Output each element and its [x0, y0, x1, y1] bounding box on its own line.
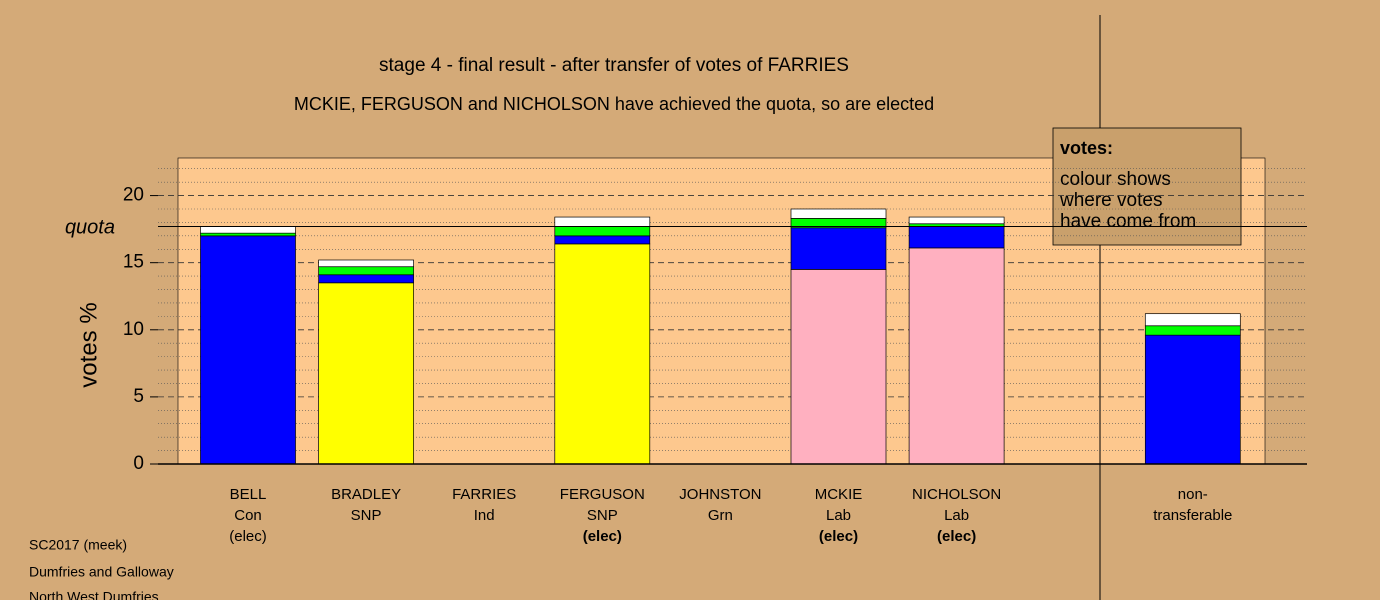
- x-tick-label: transferable: [1153, 507, 1232, 524]
- footer-text: North West Dumfries: [29, 589, 159, 600]
- bar-segment: [318, 274, 414, 284]
- legend-text: have come from: [1060, 211, 1196, 232]
- bar-segment: [1144, 325, 1241, 336]
- y-tick-label: 15: [123, 252, 144, 273]
- bar-segment: [1144, 313, 1241, 327]
- footer-text: SC2017 (meek): [29, 537, 127, 553]
- x-tick-label: Ind: [474, 507, 495, 524]
- bar-segment: [554, 216, 651, 227]
- y-tick-label: 0: [133, 453, 144, 474]
- chart-title: stage 4 - final result - after transfer …: [379, 55, 849, 76]
- bar-segment: [554, 226, 651, 237]
- x-tick-label: non-: [1178, 486, 1208, 503]
- x-tick-label: (elec): [937, 528, 976, 545]
- x-tick-label: FARRIES: [452, 486, 516, 503]
- bar-segment: [200, 226, 296, 234]
- bar-segment: [908, 216, 1005, 225]
- bar-segment: [318, 259, 414, 268]
- x-tick-label: SNP: [351, 507, 382, 524]
- footer-text: Dumfries and Galloway: [29, 564, 174, 580]
- bar-segment: [318, 282, 414, 465]
- x-tick-label: SNP: [587, 507, 618, 524]
- bar-segment: [908, 247, 1005, 465]
- bar-segment: [790, 227, 887, 270]
- x-tick-label: FERGUSON: [560, 486, 645, 503]
- legend-text: colour shows: [1060, 169, 1171, 190]
- bar-segment: [790, 208, 887, 219]
- x-tick-label: Grn: [708, 507, 733, 524]
- x-tick-label: (elec): [819, 528, 858, 545]
- x-tick-label: Lab: [944, 507, 969, 524]
- x-tick-label: Con: [234, 507, 262, 524]
- chart-subtitle: MCKIE, FERGUSON and NICHOLSON have achie…: [294, 94, 934, 114]
- legend-title: votes:: [1060, 138, 1113, 158]
- x-tick-label: MCKIE: [815, 486, 863, 503]
- bar-segment: [200, 232, 296, 237]
- x-tick-label: NICHOLSON: [912, 486, 1001, 503]
- y-axis-label: votes %: [75, 302, 102, 387]
- bar-segment: [1144, 334, 1241, 465]
- bar-segment: [318, 266, 414, 276]
- bar-segment: [908, 226, 1005, 249]
- bar-segment: [200, 235, 296, 465]
- x-tick-label: (elec): [229, 528, 267, 545]
- x-tick-label: (elec): [583, 528, 622, 545]
- y-tick-label: 20: [123, 185, 144, 206]
- legend-text: where votes: [1059, 190, 1162, 211]
- quota-label: quota: [65, 217, 115, 239]
- x-tick-label: BELL: [230, 486, 267, 503]
- y-tick-label: 10: [123, 319, 144, 340]
- x-tick-label: BRADLEY: [331, 486, 401, 503]
- bar-segment: [554, 235, 651, 245]
- bar-segment: [554, 243, 651, 465]
- y-tick-label: 5: [133, 386, 144, 407]
- bar-segment: [790, 269, 887, 465]
- x-tick-label: JOHNSTON: [679, 486, 761, 503]
- x-tick-label: Lab: [826, 507, 851, 524]
- legend-box: [1052, 127, 1242, 246]
